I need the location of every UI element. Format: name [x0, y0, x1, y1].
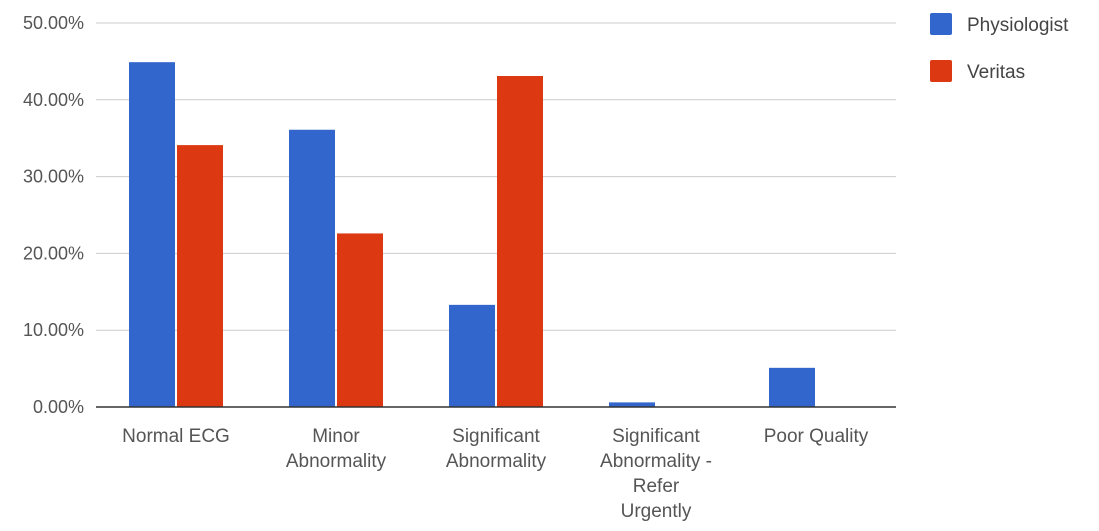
y-tick-label: 50.00%: [23, 13, 84, 33]
bar-physiologist-2: [449, 304, 495, 407]
y-tick-label: 0.00%: [33, 397, 84, 417]
legend-label-physiologist: Physiologist: [967, 15, 1069, 36]
y-axis-ticks: 0.00% 10.00% 20.00% 30.00% 40.00% 50.00%: [23, 13, 84, 417]
x-category-label: Normal ECG: [122, 426, 230, 447]
x-category-label: Minor: [312, 426, 360, 447]
bar-veritas-2: [497, 75, 543, 407]
x-category-label: Significant: [612, 426, 700, 447]
legend-label-veritas: Veritas: [967, 62, 1025, 83]
legend: Physiologist Veritas: [930, 13, 1069, 83]
x-category-label: Abnormality: [286, 451, 387, 472]
legend-swatch-physiologist: [930, 13, 952, 35]
x-category-label: Poor Quality: [764, 426, 869, 447]
y-tick-label: 40.00%: [23, 90, 84, 110]
x-axis-labels: Normal ECG Minor Abnormality Significant Abn…: [122, 426, 869, 522]
bar-physiologist-1: [289, 129, 335, 407]
x-category-label: Abnormality: [446, 451, 547, 472]
legend-swatch-veritas: [930, 60, 952, 82]
y-tick-label: 30.00%: [23, 167, 84, 187]
x-category-label: Abnormality -: [600, 451, 712, 472]
y-tick-label: 20.00%: [23, 243, 84, 263]
bar-veritas-0: [177, 145, 223, 407]
gridlines: [96, 22, 896, 331]
bar-physiologist-3: [609, 402, 655, 407]
x-category-label: Urgently: [621, 501, 692, 522]
x-category-label: Refer: [633, 476, 680, 497]
x-category-label: Significant: [452, 426, 540, 447]
bars: [129, 62, 815, 407]
bar-veritas-1: [337, 233, 383, 407]
bar-physiologist-0: [129, 62, 175, 407]
bar-physiologist-4: [769, 367, 815, 407]
y-tick-label: 10.00%: [23, 320, 84, 340]
